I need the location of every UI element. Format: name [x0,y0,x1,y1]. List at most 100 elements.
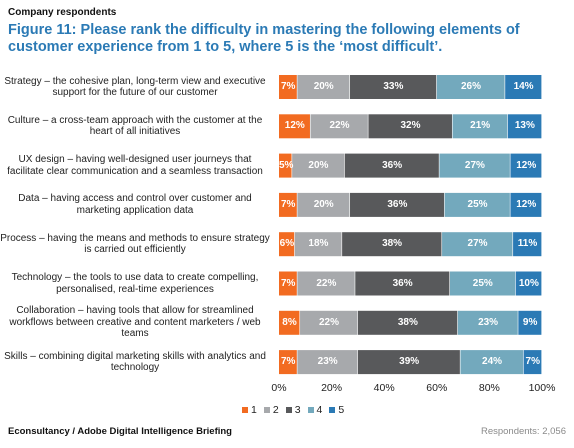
category-label: Process – having the means and methods t… [0,232,270,256]
bar-segment-5 [518,310,542,335]
bar-segment-4 [442,232,513,257]
data-label: 22% [316,277,337,289]
bar-segment-3 [368,114,452,139]
category-label: Collaboration – having tools that allow … [9,305,261,340]
data-label: 5% [279,159,294,171]
category-label: Strategy – the cohesive plan, long-term … [4,75,266,99]
data-label: 7% [280,356,296,368]
legend-label: 2 [272,404,279,416]
data-label: 23% [478,316,499,328]
x-tick-label: 80% [478,382,500,394]
data-label: 6% [279,238,295,250]
data-label: 9% [522,316,538,328]
category-label: Data – having access and control over cu… [18,193,252,216]
bar-segment-2 [310,114,368,139]
data-label: 12% [516,159,537,171]
bar-segment-5 [523,350,542,375]
category-label: Culture – a cross-team approach with the… [7,114,263,138]
data-label: 7% [280,277,296,289]
data-label: 39% [399,356,420,368]
data-label: 20% [313,81,334,92]
respondents-count: Respondents: 2,056 [480,426,566,437]
data-label: 20% [313,198,334,210]
data-label: 13% [514,120,535,132]
legend-label: 3 [294,404,301,416]
data-label: 24% [482,356,503,368]
data-label: 7% [280,198,296,210]
data-label: 25% [467,198,488,210]
data-label: 26% [460,81,481,92]
bar-segment-4 [457,310,518,335]
bar-segment-3 [357,310,458,335]
bar-segment-2 [297,75,350,99]
bar-segment-4 [452,114,508,139]
bar-segment-2 [300,310,358,335]
bar-segment-1 [279,232,295,257]
bar-segment-4 [444,192,510,217]
respondent-header: Company respondents [8,7,117,18]
data-label: 33% [383,81,404,92]
data-label: 23% [317,356,338,368]
bar-segment-4 [439,153,510,178]
bar-segment-3 [357,350,460,375]
legend-item: 1 [242,404,257,416]
bar-segment-5 [507,114,542,139]
data-label: 38% [397,316,418,328]
bar-segment-3 [344,153,439,178]
data-label: 8% [282,316,297,328]
bar-segment-3 [350,75,437,99]
data-label: 36% [382,159,403,171]
data-label: 22% [329,120,350,132]
bar-segment-1 [279,192,297,217]
data-label: 38% [382,238,403,250]
bar-segment-4 [449,271,516,296]
bar-segment-1 [279,75,297,99]
bar-segment-4 [460,350,523,375]
data-label: 18% [308,238,329,250]
bar-segment-2 [292,153,345,178]
category-label: Skills – combining digital marketing ski… [4,350,266,374]
x-tick-label: 40% [373,382,395,394]
data-label: 36% [392,277,413,289]
data-label: 22% [318,316,339,328]
legend-label: 5 [338,404,345,416]
legend-swatch [307,407,314,413]
bar-segment-1 [279,310,300,335]
legend-swatch [285,407,292,413]
chart-legend: 1 2 3 4 5 [242,404,344,416]
data-label: 7% [525,356,540,368]
legend-swatch [242,407,248,413]
data-label: 21% [470,120,491,132]
x-tick-label: 0% [271,382,287,394]
bar-segment-1 [279,114,310,139]
data-label: 36% [387,198,408,210]
bar-segment-5 [510,153,542,178]
data-label: 11% [517,238,538,250]
data-label: 12% [516,198,537,210]
data-label: 20% [308,159,329,171]
bar-segment-5 [510,192,542,217]
bar-segment-3 [355,271,450,296]
bar-segment-1 [279,350,297,375]
x-tick-label: 20% [321,382,343,394]
legend-label: 4 [316,404,323,416]
source-note: Econsultancy / Adobe Digital Intelligenc… [8,426,232,437]
legend-item: 4 [307,404,323,416]
bar-segment-1 [279,153,292,178]
bar-segment-5 [513,232,542,257]
bar-segment-1 [279,271,297,296]
bar-segment-5 [515,271,542,296]
legend-swatch [263,407,270,413]
data-label: 7% [280,81,296,92]
data-label: 25% [472,277,493,289]
legend-item: 3 [285,404,301,416]
data-label: 10% [518,277,539,289]
x-tick-label: 60% [426,382,448,394]
chart-title: Figure 11: Please rank the difficulty in… [8,22,520,55]
data-label: 27% [467,238,488,250]
data-label: 27% [464,159,485,171]
bar-segment-2 [297,192,350,217]
bar-segment-2 [297,271,355,296]
bar-segment-2 [294,232,342,257]
